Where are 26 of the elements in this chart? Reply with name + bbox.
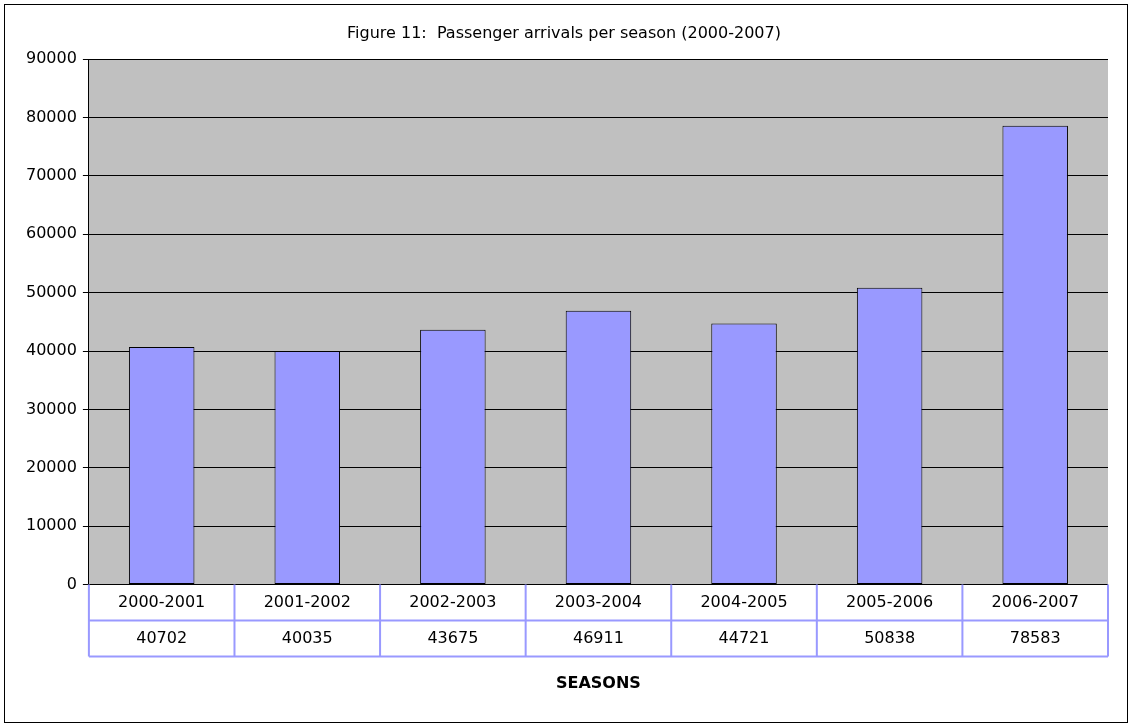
x-axis-title: SEASONS xyxy=(556,672,641,692)
data-label: 43675 xyxy=(427,627,479,647)
data-label: 50838 xyxy=(864,627,916,647)
data-label: 40035 xyxy=(281,627,333,647)
x-tick-label: 2006-2007 xyxy=(991,592,1079,612)
x-tick-label: 2003-2004 xyxy=(554,592,643,612)
x-tick-label: 2002-2003 xyxy=(409,592,497,612)
y-tick-label: 50000 xyxy=(25,281,77,301)
y-tick-label: 90000 xyxy=(25,48,77,68)
data-label: 46911 xyxy=(573,627,624,647)
data-label: 40702 xyxy=(136,627,188,647)
x-tick-label: 2000-2001 xyxy=(118,592,206,612)
y-tick-label: 70000 xyxy=(25,165,77,185)
y-tick-label: 10000 xyxy=(25,515,77,535)
data-label: 44721 xyxy=(718,627,770,647)
x-tick-label: 2004-2005 xyxy=(700,592,788,612)
y-tick-label: 80000 xyxy=(25,106,77,126)
y-tick-label: 0 xyxy=(66,573,77,593)
y-tick-label: 30000 xyxy=(25,398,77,418)
chart-title: Figure 11: Passenger arrivals per season (2000-2007) xyxy=(347,22,781,42)
y-tick-label: 20000 xyxy=(25,457,77,476)
y-tick-label: 60000 xyxy=(25,223,77,243)
data-label: 78583 xyxy=(1009,627,1061,647)
y-tick-label: 40000 xyxy=(25,340,77,360)
x-tick-label: 2001-2002 xyxy=(263,592,351,612)
x-tick-label: 2005-2006 xyxy=(846,592,934,612)
